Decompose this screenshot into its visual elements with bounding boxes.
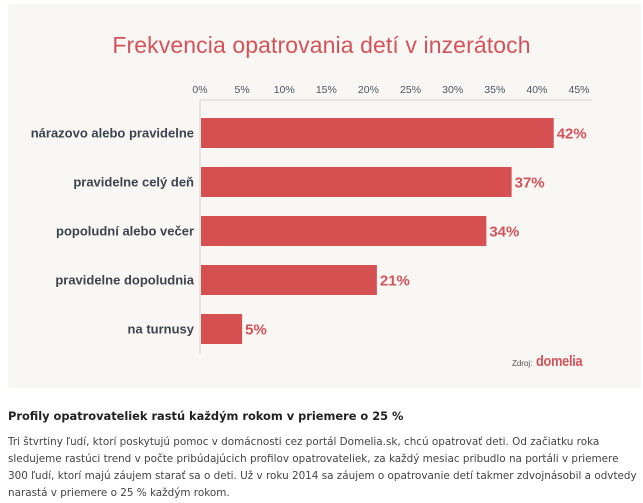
bar [201, 118, 554, 148]
category-label: nárazovo alebo pravidelne [31, 126, 194, 141]
bar-value-label: 21% [380, 273, 410, 290]
bar [201, 216, 487, 246]
x-tick-label: 20% [358, 84, 379, 96]
bar-chart: 0% 5% 10% 15% 20% 25% 30% 35% 40% 45% nárazovo al… [31, 84, 592, 354]
x-tick-label: 30% [442, 84, 463, 96]
source-label: Zdroj: [511, 359, 533, 368]
category-label: popoludní alebo večer [56, 224, 194, 239]
article-body: Tri štvrtiny ľudí, ktorí poskytujú pomoc… [8, 436, 637, 499]
x-tick-label: 25% [400, 84, 421, 96]
x-tick-label: 15% [316, 84, 337, 96]
bar-value-label: 37% [515, 175, 545, 192]
source-credit: Zdroj: domelia [512, 353, 591, 370]
chart-title: Frekvencia opatrovania detí v inzerátoch [112, 32, 531, 58]
x-tick-label: 45% [568, 84, 589, 96]
x-tick-label: 5% [235, 84, 250, 96]
x-tick-label: 0% [192, 84, 207, 96]
category-label: pravidelne celý deň [73, 175, 194, 190]
x-tick-label: 10% [274, 84, 295, 96]
article-heading: Profily opatrovateliek rastú každým roko… [8, 409, 404, 423]
bar-value-label: 5% [245, 322, 267, 339]
bars-group: nárazovo alebo pravidelne 42% pravidelne c… [31, 118, 587, 344]
bar [201, 167, 512, 197]
domelia-logo: domelia [536, 353, 583, 370]
x-tick-label: 35% [484, 84, 505, 96]
x-tick-label: 40% [526, 84, 547, 96]
bar [201, 314, 243, 344]
category-label: na turnusy [128, 322, 195, 337]
category-label: pravidelne dopoludnia [55, 273, 194, 288]
bar [201, 265, 377, 295]
x-axis-ticks: 0% 5% 10% 15% 20% 25% 30% 35% 40% 45% [192, 84, 589, 96]
bar-value-label: 34% [489, 224, 519, 241]
bar-value-label: 42% [557, 126, 587, 143]
